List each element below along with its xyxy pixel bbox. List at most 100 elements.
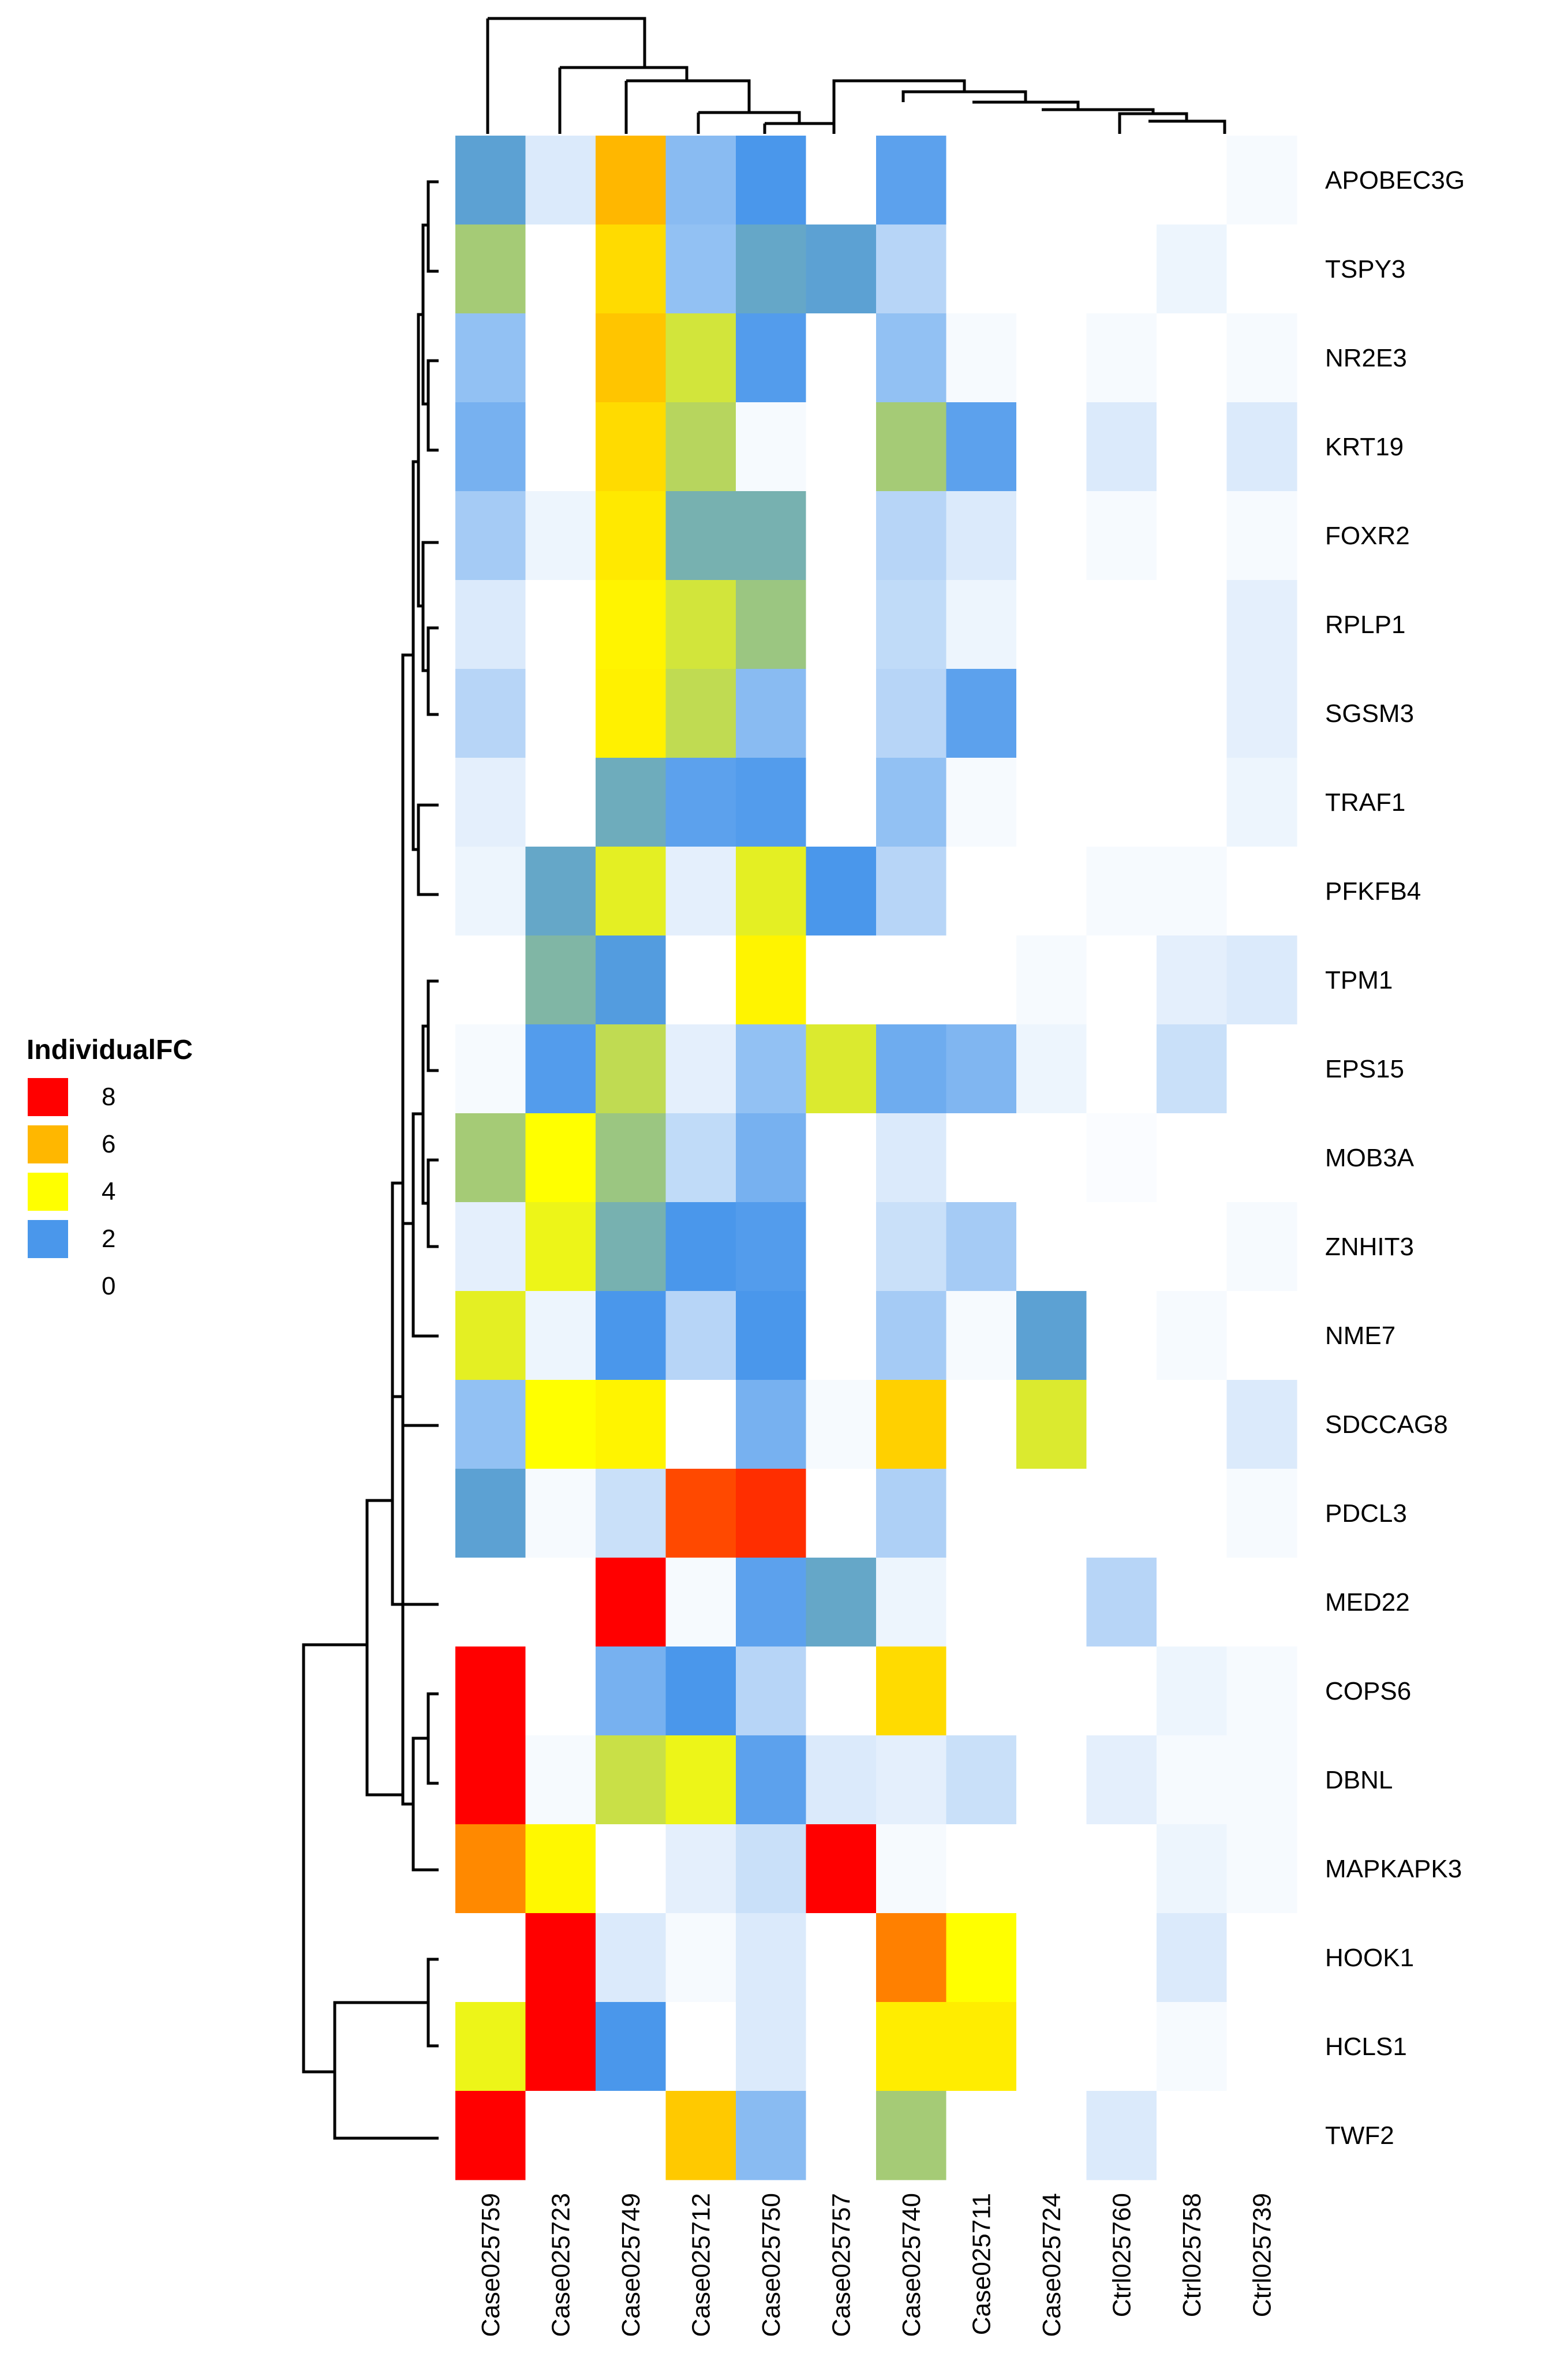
heatmap-cell-SDCCAG8-Case025750: [736, 1380, 807, 1469]
heatmap-cell-RPLP1-Case025711: [946, 580, 1017, 669]
heatmap-cell-DBNL-Case025724: [1016, 1735, 1087, 1825]
heatmap-cell-PDCL3-Case025759: [455, 1469, 526, 1558]
heatmap-cell-MED22-Case025749: [596, 1558, 667, 1647]
heatmap-cell-PDCL3-Case025723: [525, 1469, 596, 1558]
heatmap-cell-MOB3A-Case025740: [876, 1113, 947, 1203]
heatmap-cell-RPLP1-Case025757: [806, 580, 877, 669]
heatmap-cell-TWF2-Case025740: [876, 2091, 947, 2180]
heatmap-cell-HCLS1-Case025757: [806, 2002, 877, 2091]
heatmap-cell-FOXR2-Case025723: [525, 491, 596, 581]
heatmap-cell-MAPKAPK3-Ctrl025760: [1086, 1824, 1157, 1914]
heatmap-cell-HCLS1-Case025749: [596, 2002, 667, 2091]
legend-swatches: 8 6 4 2 0: [28, 1078, 115, 1305]
heatmap-cell-SGSM3-Case025711: [946, 669, 1017, 758]
heatmap-cell-PFKFB4-Case025759: [455, 847, 526, 936]
heatmap-cell-HCLS1-Ctrl025758: [1157, 2002, 1228, 2091]
heatmap-cell-MOB3A-Ctrl025739: [1226, 1113, 1297, 1203]
row-label-RPLP1: RPLP1: [1325, 611, 1405, 639]
legend-title: IndividualFC: [27, 1035, 193, 1065]
heatmap-cell-MAPKAPK3-Case025712: [665, 1824, 736, 1914]
heatmap-cell-TWF2-Ctrl025739: [1226, 2091, 1297, 2180]
row-label-ZNHIT3: ZNHIT3: [1325, 1233, 1414, 1261]
heatmap-cell-EPS15-Ctrl025739: [1226, 1024, 1297, 1114]
heatmap-cell-APOBEC3G-Case025711: [946, 136, 1017, 225]
heatmap-cell-PFKFB4-Ctrl025758: [1157, 847, 1228, 936]
heatmap-cell-SDCCAG8-Case025757: [806, 1380, 877, 1469]
heatmap-cell-DBNL-Ctrl025760: [1086, 1735, 1157, 1825]
heatmap-cell-HOOK1-Case025750: [736, 1913, 807, 2003]
heatmap-cell-PDCL3-Case025724: [1016, 1469, 1087, 1558]
heatmap-cell-KRT19-Case025723: [525, 402, 596, 492]
heatmap-cell-NME7-Ctrl025760: [1086, 1291, 1157, 1380]
heatmap-cell-TWF2-Ctrl025760: [1086, 2091, 1157, 2180]
heatmap-cell-MOB3A-Case025712: [665, 1113, 736, 1203]
legend-tick-8: 8: [102, 1083, 115, 1111]
heatmap-cell-TSPY3-Case025749: [596, 224, 667, 314]
heatmap-cell-PDCL3-Ctrl025760: [1086, 1469, 1157, 1558]
heatmap-cell-NME7-Case025759: [455, 1291, 526, 1380]
heatmap-cell-DBNL-Case025759: [455, 1735, 526, 1825]
heatmap-cell-NME7-Case025723: [525, 1291, 596, 1380]
heatmap-cell-ZNHIT3-Case025724: [1016, 1202, 1087, 1292]
legend-swatch-8: [28, 1078, 68, 1116]
heatmap-cell-NME7-Case025757: [806, 1291, 877, 1380]
heatmap-cell-RPLP1-Ctrl025760: [1086, 580, 1157, 669]
column-label-Case025757: Case025757: [827, 2193, 855, 2337]
heatmap-cell-MOB3A-Case025749: [596, 1113, 667, 1203]
heatmap-cell-COPS6-Case025749: [596, 1646, 667, 1736]
heatmap-cell-TRAF1-Case025750: [736, 758, 807, 847]
row-label-SDCCAG8: SDCCAG8: [1325, 1410, 1448, 1439]
legend-swatch-6: [28, 1125, 68, 1163]
row-labels: APOBEC3G TSPY3 NR2E3 KRT19 FOXR2 RPLP1 SGSM3 TR…: [1325, 166, 1465, 2150]
row-label-FOXR2: FOXR2: [1325, 522, 1410, 550]
heatmap-cell-KRT19-Case025711: [946, 402, 1017, 492]
row-label-SGSM3: SGSM3: [1325, 699, 1414, 728]
heatmap-cell-ZNHIT3-Case025712: [665, 1202, 736, 1292]
heatmap-cell-RPLP1-Case025723: [525, 580, 596, 669]
heatmap-cell-DBNL-Case025712: [665, 1735, 736, 1825]
heatmap-cell-SDCCAG8-Case025740: [876, 1380, 947, 1469]
row-label-DBNL: DBNL: [1325, 1766, 1393, 1794]
heatmap-cell-ZNHIT3-Case025749: [596, 1202, 667, 1292]
row-label-HCLS1: HCLS1: [1325, 2033, 1407, 2061]
heatmap-cell-MED22-Case025724: [1016, 1558, 1087, 1647]
heatmap-cell-TWF2-Case025757: [806, 2091, 877, 2180]
heatmap-cell-PDCL3-Case025712: [665, 1469, 736, 1558]
heatmap-cell-COPS6-Ctrl025760: [1086, 1646, 1157, 1736]
row-label-PFKFB4: PFKFB4: [1325, 877, 1421, 905]
heatmap-cell-KRT19-Case025759: [455, 402, 526, 492]
heatmap-cell-NR2E3-Case025724: [1016, 313, 1087, 403]
heatmap-cell-TWF2-Ctrl025758: [1157, 2091, 1228, 2180]
heatmap-cell-TSPY3-Case025724: [1016, 224, 1087, 314]
heatmap-cell-TSPY3-Ctrl025739: [1226, 224, 1297, 314]
heatmap-cell-TWF2-Case025723: [525, 2091, 596, 2180]
heatmap-cell-NR2E3-Case025740: [876, 313, 947, 403]
heatmap-cell-SDCCAG8-Ctrl025739: [1226, 1380, 1297, 1469]
column-label-Ctrl025739: Ctrl025739: [1248, 2193, 1276, 2317]
heatmap-cell-RPLP1-Case025712: [665, 580, 736, 669]
heatmap-cell-SDCCAG8-Ctrl025758: [1157, 1380, 1228, 1469]
row-label-PDCL3: PDCL3: [1325, 1499, 1407, 1528]
legend-tick-2: 2: [102, 1225, 115, 1253]
heatmap-cell-FOXR2-Ctrl025758: [1157, 491, 1228, 581]
heatmap-cell-APOBEC3G-Case025740: [876, 136, 947, 225]
heatmap-cell-PDCL3-Case025750: [736, 1469, 807, 1558]
heatmap-cell-MAPKAPK3-Ctrl025739: [1226, 1824, 1297, 1914]
heatmap-cell-EPS15-Case025723: [525, 1024, 596, 1114]
heatmap-cell-APOBEC3G-Case025712: [665, 136, 736, 225]
heatmap-cell-NME7-Ctrl025739: [1226, 1291, 1297, 1380]
heatmap-cell-TRAF1-Case025724: [1016, 758, 1087, 847]
heatmap-cell-TPM1-Case025759: [455, 935, 526, 1025]
heatmap-cell-SGSM3-Case025759: [455, 669, 526, 758]
heatmap-cell-SDCCAG8-Case025712: [665, 1380, 736, 1469]
heatmap-cell-HOOK1-Ctrl025760: [1086, 1913, 1157, 2003]
row-label-TRAF1: TRAF1: [1325, 788, 1405, 817]
heatmap-cell-KRT19-Case025712: [665, 402, 736, 492]
heatmap-cell-APOBEC3G-Ctrl025739: [1226, 136, 1297, 225]
heatmap-cell-EPS15-Case025757: [806, 1024, 877, 1114]
heatmap-cell-NME7-Case025711: [946, 1291, 1017, 1380]
legend: IndividualFC 8 6 4 2 0: [27, 1035, 193, 1305]
heatmap-cell-TRAF1-Ctrl025758: [1157, 758, 1228, 847]
heatmap-cell-MED22-Ctrl025758: [1157, 1558, 1228, 1647]
heatmap-cell-ZNHIT3-Ctrl025760: [1086, 1202, 1157, 1292]
